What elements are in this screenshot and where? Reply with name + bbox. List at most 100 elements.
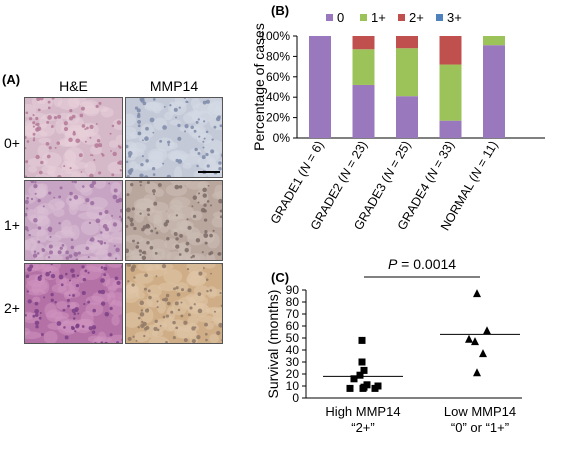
stacked-bar-chart: 0 1+ 2+ 3+ 0% 20% 40% 60% 80% 100%Percentage of c… — [251, 10, 545, 233]
cell-nucleus — [96, 139, 101, 143]
point-square — [359, 384, 367, 392]
cell-nucleus — [192, 214, 197, 218]
cell-nucleus — [40, 333, 44, 336]
y-tick-label: 80 — [286, 295, 300, 309]
cell-nucleus — [68, 116, 74, 121]
cell-nucleus — [172, 320, 176, 325]
cell-nucleus — [77, 251, 81, 255]
cell-nucleus — [162, 162, 165, 165]
cell-nucleus — [80, 171, 83, 173]
cell-nucleus — [144, 175, 149, 177]
cell-nucleus — [57, 250, 62, 255]
cell-nucleus — [75, 324, 80, 329]
cell-nucleus — [98, 143, 103, 148]
cell-nucleus — [175, 286, 179, 290]
group-label-0: High MMP14 — [325, 404, 400, 419]
cell-nucleus — [135, 339, 138, 342]
cell-nucleus — [121, 165, 122, 169]
legend-swatch-2 — [398, 14, 405, 21]
cell-nucleus — [139, 181, 143, 184]
cell-nucleus — [178, 106, 181, 109]
panel-b-label: (B) — [271, 3, 290, 18]
tissue-patch — [57, 283, 76, 295]
tissue-patch — [28, 228, 46, 237]
cell-nucleus — [165, 293, 170, 298]
cell-nucleus — [49, 235, 52, 239]
cell-nucleus — [119, 208, 122, 213]
tissue-patch — [190, 98, 201, 109]
cell-nucleus — [98, 171, 102, 175]
tissue-patch — [178, 255, 189, 260]
cell-nucleus — [89, 173, 94, 177]
cell-nucleus — [28, 233, 31, 237]
cell-nucleus — [50, 125, 54, 128]
cell-nucleus — [163, 222, 168, 227]
cell-nucleus — [126, 160, 129, 164]
cell-nucleus — [130, 222, 135, 227]
cell-nucleus — [117, 145, 121, 148]
cell-nucleus — [131, 207, 135, 211]
cell-nucleus — [186, 218, 189, 221]
cell-nucleus — [97, 290, 102, 294]
cell-nucleus — [48, 244, 53, 249]
cell-nucleus — [32, 125, 35, 128]
cell-nucleus — [175, 158, 179, 163]
cell-nucleus — [144, 273, 148, 278]
cell-nucleus — [47, 100, 51, 104]
cell-nucleus — [138, 249, 143, 253]
cell-nucleus — [91, 181, 97, 185]
cell-nucleus — [145, 224, 151, 229]
tissue-patch — [35, 215, 49, 226]
cell-nucleus — [81, 185, 85, 188]
tissue-patch — [90, 144, 102, 155]
cell-nucleus — [36, 126, 42, 131]
cell-nucleus — [139, 312, 145, 317]
cell-nucleus — [49, 250, 53, 255]
tissue-patch — [211, 216, 222, 228]
cell-nucleus — [25, 111, 29, 115]
cell-nucleus — [166, 236, 170, 241]
cell-nucleus — [37, 108, 41, 112]
cell-nucleus — [142, 98, 145, 100]
tissue-patch — [206, 232, 220, 249]
cell-nucleus — [103, 273, 107, 277]
tissue-patch — [26, 209, 37, 221]
tissue-patch — [57, 320, 78, 335]
cell-nucleus — [33, 218, 38, 223]
cell-nucleus — [205, 338, 208, 342]
tissue-patch — [211, 191, 222, 200]
y-tick-label: 0 — [292, 391, 299, 405]
cell-nucleus — [152, 131, 155, 134]
cell-nucleus — [180, 314, 184, 318]
point-square — [356, 371, 364, 379]
cell-nucleus — [27, 299, 32, 304]
cell-nucleus — [63, 126, 69, 132]
cell-nucleus — [116, 280, 121, 286]
cell-nucleus — [68, 279, 72, 282]
cell-nucleus — [220, 153, 222, 158]
cell-nucleus — [36, 98, 41, 102]
cell-nucleus — [221, 264, 222, 266]
point-square — [358, 358, 366, 366]
cell-nucleus — [211, 138, 214, 141]
cell-nucleus — [104, 341, 109, 343]
cell-nucleus — [45, 271, 50, 277]
tissue-patch — [209, 333, 219, 343]
cell-nucleus — [196, 164, 199, 168]
cell-nucleus — [197, 151, 201, 155]
point-square — [374, 382, 382, 390]
cell-nucleus — [35, 324, 39, 329]
tissue-patch — [78, 211, 99, 220]
cell-nucleus — [89, 124, 94, 129]
cell-nucleus — [213, 125, 217, 129]
cell-nucleus — [126, 175, 130, 177]
tissue-patch — [126, 126, 137, 135]
y-axis-label: Survival (months) — [265, 290, 281, 399]
cell-nucleus — [72, 294, 76, 297]
y-tick-label: 10 — [286, 379, 300, 393]
cell-nucleus — [146, 241, 150, 245]
cell-nucleus — [205, 152, 209, 157]
legend-swatch-0 — [326, 14, 333, 21]
tissue-patch — [173, 282, 189, 293]
cell-nucleus — [46, 120, 50, 124]
